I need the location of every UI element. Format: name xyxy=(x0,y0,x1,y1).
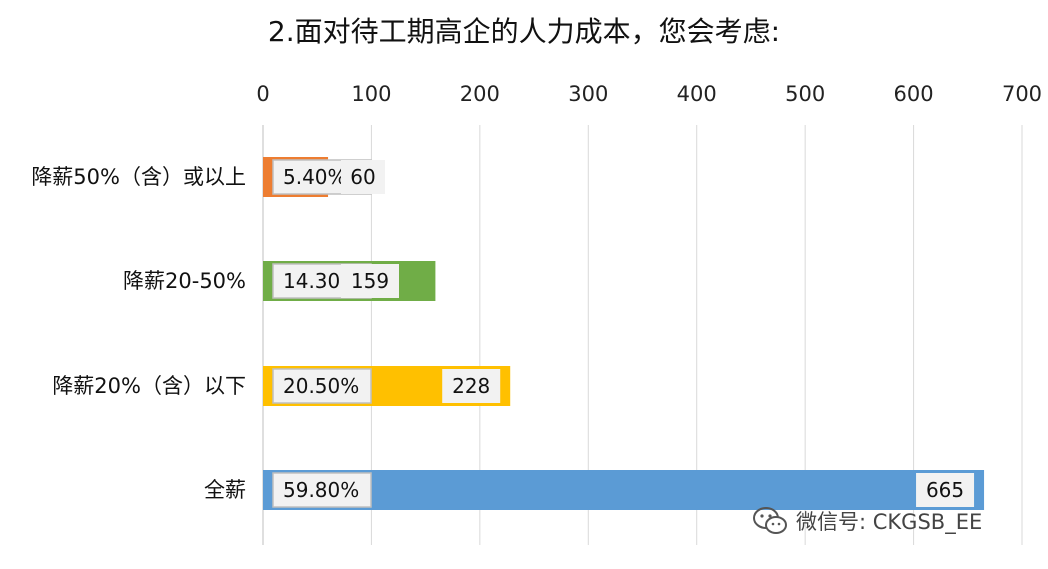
category-label: 全薪 xyxy=(204,478,246,502)
percent-label: 59.80% xyxy=(283,478,359,502)
x-tick-label: 500 xyxy=(785,82,825,106)
chart-title: 2.面对待工期高企的人力成本，您会考虑: xyxy=(267,15,781,48)
category-label: 降薪50%（含）或以上 xyxy=(31,165,246,189)
value-label-box xyxy=(341,160,385,194)
x-tick-label: 600 xyxy=(894,82,934,106)
x-tick-label: 400 xyxy=(677,82,717,106)
value-label-box xyxy=(341,264,399,298)
percent-label: 5.40% xyxy=(283,165,347,189)
wechat-icon xyxy=(753,507,787,534)
x-tick-label: 0 xyxy=(256,82,269,106)
percent-label: 20.50% xyxy=(283,374,359,398)
value-label: 159 xyxy=(351,269,389,293)
bar xyxy=(263,470,985,510)
value-label-box xyxy=(442,369,501,403)
category-label: 降薪20-50% xyxy=(123,269,246,293)
x-tick-label: 200 xyxy=(460,82,500,106)
value-label: 228 xyxy=(452,374,490,398)
x-axis-ticks: 0 100 200 300 400 500 600 700 xyxy=(256,82,1042,106)
x-tick-label: 100 xyxy=(351,82,391,106)
watermark: 微信号: CKGSB_EE xyxy=(752,506,982,536)
value-label: 60 xyxy=(350,165,375,189)
category-label: 降薪20%（含）以下 xyxy=(52,374,246,398)
value-label-box xyxy=(916,473,975,507)
percent-label-box xyxy=(272,368,372,404)
x-tick-label: 300 xyxy=(568,82,608,106)
percent-label-box xyxy=(272,472,372,508)
value-label: 665 xyxy=(926,478,964,502)
watermark-text: 微信号: CKGSB_EE xyxy=(796,510,983,534)
x-tick-label: 700 xyxy=(1002,82,1042,106)
